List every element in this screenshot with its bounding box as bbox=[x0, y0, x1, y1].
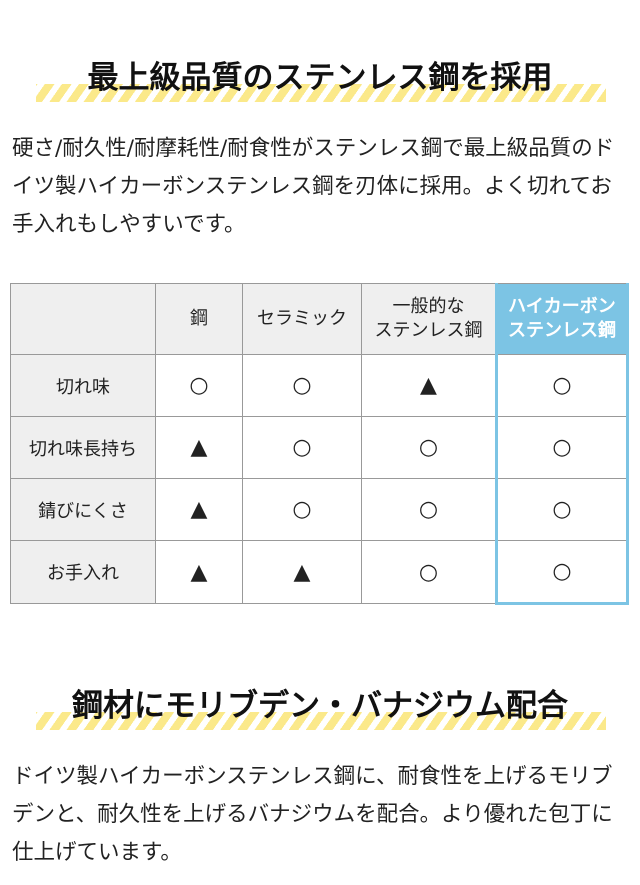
cell: ▲ bbox=[155, 416, 243, 479]
cell: ▲ bbox=[155, 478, 243, 541]
section2-heading: 鋼材にモリブデン・バナジウム配合 bbox=[72, 688, 568, 724]
table-row: 錆びにくさ ▲ ○ ○ ○ bbox=[10, 478, 629, 541]
cell: ○ bbox=[242, 478, 362, 541]
cell: ○ bbox=[361, 478, 497, 541]
header-cell: 鋼 bbox=[155, 283, 243, 355]
cell: ▲ bbox=[242, 540, 362, 604]
cell: ○ bbox=[361, 416, 497, 479]
table-row: 切れ味長持ち ▲ ○ ○ ○ bbox=[10, 416, 629, 479]
heading-stripe bbox=[36, 712, 606, 730]
cell: ○ bbox=[495, 354, 629, 417]
heading-stripe bbox=[36, 84, 606, 102]
row-label: 錆びにくさ bbox=[10, 478, 156, 541]
table-row: 切れ味 ○ ○ ▲ ○ bbox=[10, 354, 629, 417]
cell: ○ bbox=[242, 354, 362, 417]
cell: ○ bbox=[242, 416, 362, 479]
section1-heading: 最上級品質のステンレス鋼を採用 bbox=[87, 60, 553, 96]
cell: ▲ bbox=[361, 354, 497, 417]
cell: ○ bbox=[361, 540, 497, 604]
row-label: 切れ味長持ち bbox=[10, 416, 156, 479]
section2-body: ドイツ製ハイカーボンステンレス鋼に、耐食性を上げるモリブデンと、耐久性を上げるバ… bbox=[12, 764, 613, 865]
row-label: 切れ味 bbox=[10, 354, 156, 417]
cell: ○ bbox=[495, 540, 629, 605]
cell: ▲ bbox=[155, 540, 243, 604]
header-cell: セラミック bbox=[242, 283, 362, 355]
table-row: お手入れ ▲ ▲ ○ ○ bbox=[10, 540, 629, 605]
header-cell bbox=[10, 283, 156, 355]
header-cell: 一般的な ステンレス鋼 bbox=[361, 283, 497, 355]
header-cell-highlight: ハイカーボン ステンレス鋼 bbox=[495, 283, 629, 355]
table-header-row: 鋼 セラミック 一般的な ステンレス鋼 ハイカーボン ステンレス鋼 bbox=[10, 283, 629, 355]
section1-body: 硬さ/耐久性/耐摩耗性/耐食性がステンレス鋼で最上級品質のドイツ製ハイカーボンス… bbox=[12, 136, 615, 237]
row-label: お手入れ bbox=[10, 540, 156, 604]
cell: ○ bbox=[495, 416, 629, 479]
comparison-table: 鋼 セラミック 一般的な ステンレス鋼 ハイカーボン ステンレス鋼 切れ味 ○ ○ ▲… bbox=[10, 283, 629, 605]
cell: ○ bbox=[495, 478, 629, 541]
cell: ○ bbox=[155, 354, 243, 417]
